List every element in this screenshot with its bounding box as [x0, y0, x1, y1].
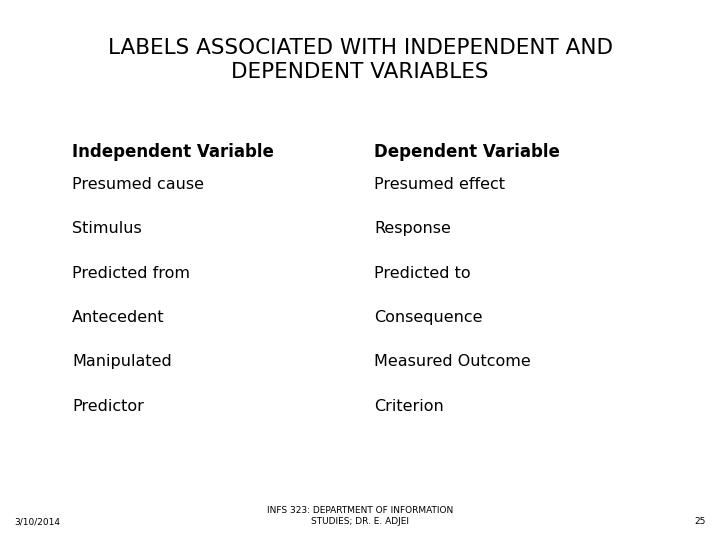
- Text: 25: 25: [694, 517, 706, 526]
- Text: Consequence: Consequence: [374, 310, 483, 325]
- Text: Presumed cause: Presumed cause: [72, 177, 204, 192]
- Text: Presumed effect: Presumed effect: [374, 177, 505, 192]
- Text: Predicted to: Predicted to: [374, 266, 471, 281]
- Text: Measured Outcome: Measured Outcome: [374, 354, 531, 369]
- Text: Stimulus: Stimulus: [72, 221, 142, 237]
- Text: Antecedent: Antecedent: [72, 310, 165, 325]
- Text: LABELS ASSOCIATED WITH INDEPENDENT AND
DEPENDENT VARIABLES: LABELS ASSOCIATED WITH INDEPENDENT AND D…: [107, 38, 613, 82]
- Text: Independent Variable: Independent Variable: [72, 143, 274, 161]
- Text: Response: Response: [374, 221, 451, 237]
- Text: INFS 323: DEPARTMENT OF INFORMATION
STUDIES; DR. E. ADJEI: INFS 323: DEPARTMENT OF INFORMATION STUD…: [267, 505, 453, 526]
- Text: Manipulated: Manipulated: [72, 354, 172, 369]
- Text: Predictor: Predictor: [72, 399, 144, 414]
- Text: 3/10/2014: 3/10/2014: [14, 517, 60, 526]
- Text: Predicted from: Predicted from: [72, 266, 190, 281]
- Text: Criterion: Criterion: [374, 399, 444, 414]
- Text: Dependent Variable: Dependent Variable: [374, 143, 560, 161]
